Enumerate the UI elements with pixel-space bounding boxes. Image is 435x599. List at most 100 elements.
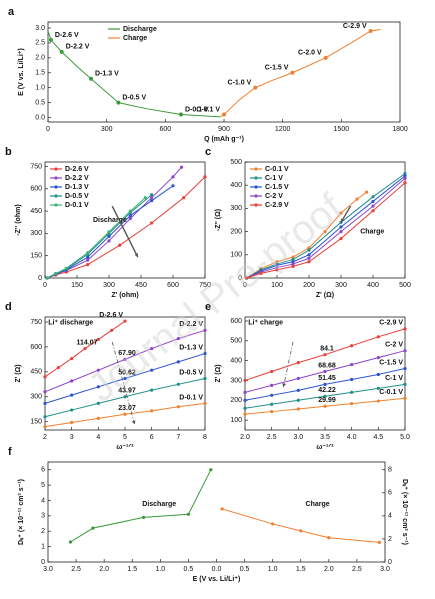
data-point [116,100,121,105]
series-line [246,177,406,279]
arrow-head [282,383,287,388]
x-tick-label: 3.5 [320,434,330,441]
legend-label: C-0.1 V [265,166,289,173]
annotation: Discharge [93,217,127,224]
x-tick-label: 2.5 [71,566,81,573]
y-tick-label: 150 [30,253,42,260]
data-point [86,255,90,259]
x-axis-label: Q (mAh g⁻¹) [204,136,244,143]
y-tick-label: 3.0 [35,25,45,32]
y-tick-label: 400 [230,357,242,364]
data-point [118,243,122,247]
y-axis-label: -Z'' (ohm) [15,204,22,235]
data-point [271,522,275,526]
annotation-arrow [111,341,135,425]
data-point [376,335,380,339]
series-name: C-2 V [385,342,403,349]
slope-label: 68.68 [318,362,336,369]
data-point [45,276,49,280]
data-point [107,234,111,238]
x-tick-label: 450 [135,282,147,289]
data-point [403,181,407,185]
y-tick-label: 200 [230,397,242,404]
data-point [123,395,127,399]
y2-tick-label: 2 [388,536,392,543]
arrow-head [134,253,138,258]
data-point [150,388,154,392]
y-tick-label: 300 [230,377,242,384]
data-point [291,260,295,264]
data-point [150,368,154,372]
x-axis-label: E (V vs. Li/Li⁺) [193,576,241,583]
y-tick-label: 5 [41,482,45,489]
data-point [128,216,132,221]
x-tick-label: 2.0 [324,566,334,573]
series-line [46,176,206,279]
data-point [307,260,311,264]
data-point [307,256,311,260]
x-tick-label: 0 [43,282,47,289]
data-point [243,390,247,394]
y-tick-label: 100 [230,417,242,424]
data-point [403,176,407,180]
data-point [307,248,311,252]
data-point [296,360,300,365]
x-tick-label: 3.0 [43,566,53,573]
data-point [270,393,274,397]
y-tick-label: 4 [41,497,45,504]
point-label: D-0.1 V [185,106,209,113]
data-point [403,349,407,353]
y-tick-label: 300 [230,205,242,212]
data-point [243,406,247,410]
data-point [371,204,375,208]
data-point [376,386,380,390]
point-label: D-0.5 V [122,94,146,101]
data-point [296,376,300,381]
data-point [176,382,180,386]
data-point [150,346,154,351]
data-point [403,327,407,331]
x-tick-label: 4.5 [373,434,383,441]
x-axis-label: Z' (ohm) [111,292,138,299]
data-point [243,378,247,383]
data-point [182,196,186,200]
data-point [203,401,207,406]
y-tick-label: 500 [230,159,242,166]
legend-marker [54,203,58,207]
data-point [96,401,100,406]
x-tick-label: 1.5 [296,566,306,573]
y2-tick-label: 8 [388,467,392,474]
series-name: D-0.5 V [179,369,203,376]
data-point [123,319,127,323]
x-tick-label: 7 [176,434,180,441]
data-point [209,468,213,472]
data-point [70,356,74,361]
y-tick-label: 1.0 [35,85,45,92]
series-name: D-2.6 V [99,312,123,319]
series-line [219,28,381,118]
y-axis-label: Z' (Ω) [15,364,22,382]
panel: b 0 150 300 450 600 750 0 150 300 450 600 750 Z' (ohm… [5,146,211,299]
series-name: D-2.2 V [179,321,203,328]
data-point [259,271,263,275]
data-point [150,193,154,197]
data-point [48,37,53,42]
data-point [323,55,328,60]
series-line [46,185,174,279]
data-point [365,190,369,194]
legend-marker [254,176,258,180]
data-point [350,377,354,382]
data-point [339,225,343,229]
data-point [270,409,274,414]
legend-label: D-2.2 V [65,175,89,182]
point-label: C-1.0 V [228,80,252,87]
data-point [68,540,73,544]
x-axis-label: Z' (Ω) [316,292,334,299]
y-tick-label: 600 [30,344,42,351]
x-tick-label: 3.0 [293,434,303,441]
data-point [86,251,90,255]
point-label: D-2.2 V [66,44,90,51]
legend-label: D-0.5 V [65,193,89,200]
